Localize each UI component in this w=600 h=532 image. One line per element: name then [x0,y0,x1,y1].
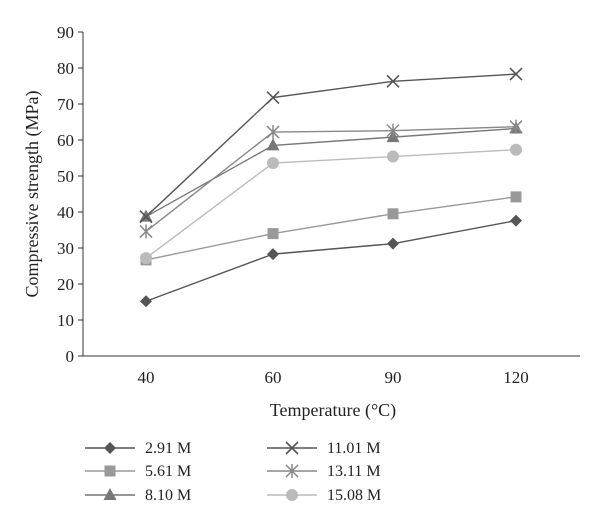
series-line [145,196,517,261]
data-point [139,210,153,224]
data-point [386,74,400,88]
legend-item: 5.61 M [85,463,191,480]
legend-label: 8.10 M [145,487,191,504]
x-tick-label: 90 [385,368,402,387]
legend-label: 11.01 M [327,440,381,457]
legend-label: 15.08 M [327,487,381,504]
data-point [387,208,399,220]
y-tick-label: 50 [57,167,74,186]
data-point [266,138,280,151]
legend-marker [285,464,299,478]
y-tick-label: 90 [57,23,74,42]
legend: 2.91 M 5.61 M 8.10 M 11.01 M 13.11 M 15.08 M [85,440,381,504]
data-point [510,214,522,227]
data-point [267,248,279,261]
y-tick-labels: 0 10 20 30 40 50 60 70 80 90 [57,23,83,366]
legend-marker [286,489,298,501]
legend-item: 15.08 M [267,487,381,504]
legend-item: 8.10 M [85,487,191,504]
y-tick-label: 40 [57,203,74,222]
axes [82,32,580,357]
series-line [145,219,517,302]
legend-item: 13.11 M [267,463,381,480]
series-1 [140,214,522,308]
legend-label: 2.91 M [145,440,191,457]
series-3 [139,121,523,222]
series-layer [139,67,523,308]
data-point [266,90,280,105]
x-tick-label: 40 [138,368,155,387]
legend-item: 2.91 M [85,440,191,457]
data-point [387,237,399,250]
series-4 [139,67,523,224]
x-axis-title: Temperature (°C) [270,400,396,421]
data-point [139,224,153,239]
legend-item: 11.01 M [267,440,381,457]
y-tick-label: 30 [57,239,74,258]
legend-label: 13.11 M [327,463,381,480]
y-tick-label: 20 [57,275,74,294]
data-point [267,228,279,240]
legend-marker [103,488,117,500]
data-point [509,67,523,81]
series-line [145,149,517,259]
legend-label: 5.61 M [145,463,191,480]
data-point [510,191,522,203]
data-point [386,123,400,138]
legend-marker [104,442,116,454]
data-point [267,157,279,170]
data-point [140,295,152,308]
series-line [145,73,517,218]
data-point [510,143,522,156]
data-point [140,252,152,265]
legend-marker [285,441,299,455]
y-tick-label: 0 [66,347,75,366]
series-6 [140,143,522,265]
y-tick-label: 60 [57,131,74,150]
y-tick-label: 10 [57,311,74,330]
series-line [145,125,517,232]
x-tick-labels: 40 60 90 120 [138,368,529,387]
series-line [145,127,517,218]
data-point [509,119,523,134]
y-tick-label: 70 [57,95,74,114]
data-point [387,150,399,163]
data-point [266,125,280,140]
y-tick-label: 80 [57,59,74,78]
x-tick-label: 60 [265,368,282,387]
series-5 [139,119,523,239]
legend-marker [104,465,116,477]
x-tick-label: 120 [503,368,529,387]
y-axis-title: Compressive strength (MPa) [22,91,43,298]
series-2 [140,191,522,266]
